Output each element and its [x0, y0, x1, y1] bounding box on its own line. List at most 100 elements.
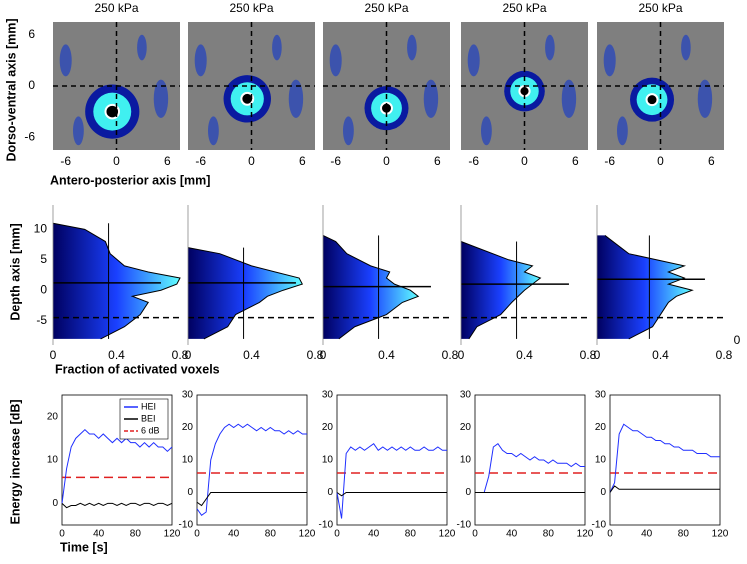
y-tick-label: 6 [28, 27, 35, 41]
x-tick-label: 120 [712, 529, 729, 540]
y-tick-label: 0 [600, 487, 606, 498]
y-tick-label: 30 [595, 390, 607, 401]
legend-label: 6 dB [141, 425, 160, 435]
legend-label: BEI [141, 413, 156, 423]
background-patch [288, 79, 304, 119]
x-axis-label: Time [s] [60, 540, 108, 554]
x-tick-label: 40 [506, 529, 518, 540]
y-tick-label: 10 [47, 455, 59, 466]
x-tick-label: -6 [330, 154, 341, 168]
y-axis-label: Energy increase [dB] [8, 399, 22, 524]
y-axis-label: Depth axis [mm] [8, 223, 22, 320]
panel-title: 250 kPa [638, 1, 682, 15]
profile-outline [52, 222, 181, 340]
x-axis-label: Antero-posterior axis [mm] [50, 173, 210, 187]
x-tick-label: 80 [678, 529, 690, 540]
y-tick-label: 30 [182, 390, 194, 401]
activation-center [104, 103, 121, 120]
x-tick-label: 0 [383, 154, 390, 168]
x-tick-label: 0 [472, 529, 478, 540]
extra-label: 0 [734, 333, 741, 347]
series-line [196, 423, 307, 516]
series-line [609, 485, 720, 493]
x-tick-label: 80 [130, 529, 142, 540]
y-tick-label: 30 [460, 390, 472, 401]
y-tick-label: 20 [595, 422, 607, 433]
series-line [336, 443, 447, 519]
x-tick-label: -6 [60, 154, 71, 168]
x-tick-label: 80 [543, 529, 555, 540]
background-patch [153, 79, 169, 119]
y-tick-label: 0 [28, 78, 35, 92]
y-tick-label: -10 [457, 520, 472, 531]
profile-fill [461, 241, 541, 339]
x-tick-label: 0 [194, 529, 200, 540]
y-tick-label: 0 [327, 487, 333, 498]
activation-center [645, 93, 659, 107]
x-tick-label: 0.8 [716, 348, 733, 362]
series-line [61, 502, 173, 509]
y-tick-label: 10 [34, 222, 48, 236]
x-tick-label: 0.4 [108, 348, 125, 362]
series-line [196, 492, 307, 507]
x-tick-label: 0 [113, 154, 120, 168]
y-tick-label: 20 [47, 411, 59, 422]
y-tick-label: 10 [595, 455, 607, 466]
panel-title: 250 kPa [94, 1, 138, 15]
background-patch [208, 116, 219, 146]
x-tick-label: 0.4 [516, 348, 533, 362]
x-tick-label: 0 [657, 154, 664, 168]
y-tick-label: -10 [592, 520, 607, 531]
y-tick-label: 10 [460, 455, 472, 466]
x-tick-label: 0 [59, 529, 65, 540]
x-tick-label: 0 [594, 348, 601, 362]
y-tick-label: 0 [187, 487, 193, 498]
background-patch [329, 44, 342, 77]
x-tick-label: 0 [50, 348, 57, 362]
x-tick-label: 40 [228, 529, 240, 540]
y-tick-label: 5 [40, 252, 47, 266]
x-tick-label: -6 [195, 154, 206, 168]
background-patch [697, 79, 713, 119]
x-tick-label: 6 [572, 154, 579, 168]
background-patch [343, 116, 354, 146]
y-tick-label: 10 [182, 455, 194, 466]
x-tick-label: 120 [299, 529, 316, 540]
background-patch [73, 116, 84, 146]
y-tick-label: -10 [319, 520, 334, 531]
plot-frame [609, 394, 721, 526]
y-tick-label: -6 [24, 129, 35, 143]
series-line [609, 423, 720, 493]
series-line [61, 428, 173, 504]
x-tick-label: 0 [521, 154, 528, 168]
x-tick-label: 40 [368, 529, 380, 540]
x-tick-label: 6 [434, 154, 441, 168]
x-tick-label: 0 [607, 529, 613, 540]
y-axis-label: Dorso-ventral axis [mm] [4, 18, 18, 161]
background-patch [603, 44, 616, 77]
y-tick-label: 0 [52, 498, 58, 509]
background-patch [545, 34, 555, 61]
plot-frame [196, 394, 308, 526]
x-tick-label: 0.4 [243, 348, 260, 362]
profile-outline [604, 235, 694, 340]
x-tick-label: 40 [93, 529, 105, 540]
profile-outline [460, 241, 542, 340]
background-patch [194, 44, 207, 77]
y-tick-label: 10 [322, 455, 334, 466]
y-tick-label: 20 [182, 422, 194, 433]
x-tick-label: 120 [439, 529, 456, 540]
y-tick-label: 30 [322, 390, 334, 401]
y-tick-label: -10 [179, 520, 194, 531]
plot-frame [336, 394, 448, 526]
x-tick-label: 0 [334, 529, 340, 540]
x-tick-label: 0.8 [580, 348, 597, 362]
x-tick-label: 0 [248, 154, 255, 168]
background-patch [137, 34, 147, 61]
x-tick-label: 6 [708, 154, 715, 168]
x-tick-label: 120 [577, 529, 594, 540]
x-tick-label: 80 [405, 529, 417, 540]
background-patch [59, 44, 72, 77]
background-patch [681, 34, 691, 61]
